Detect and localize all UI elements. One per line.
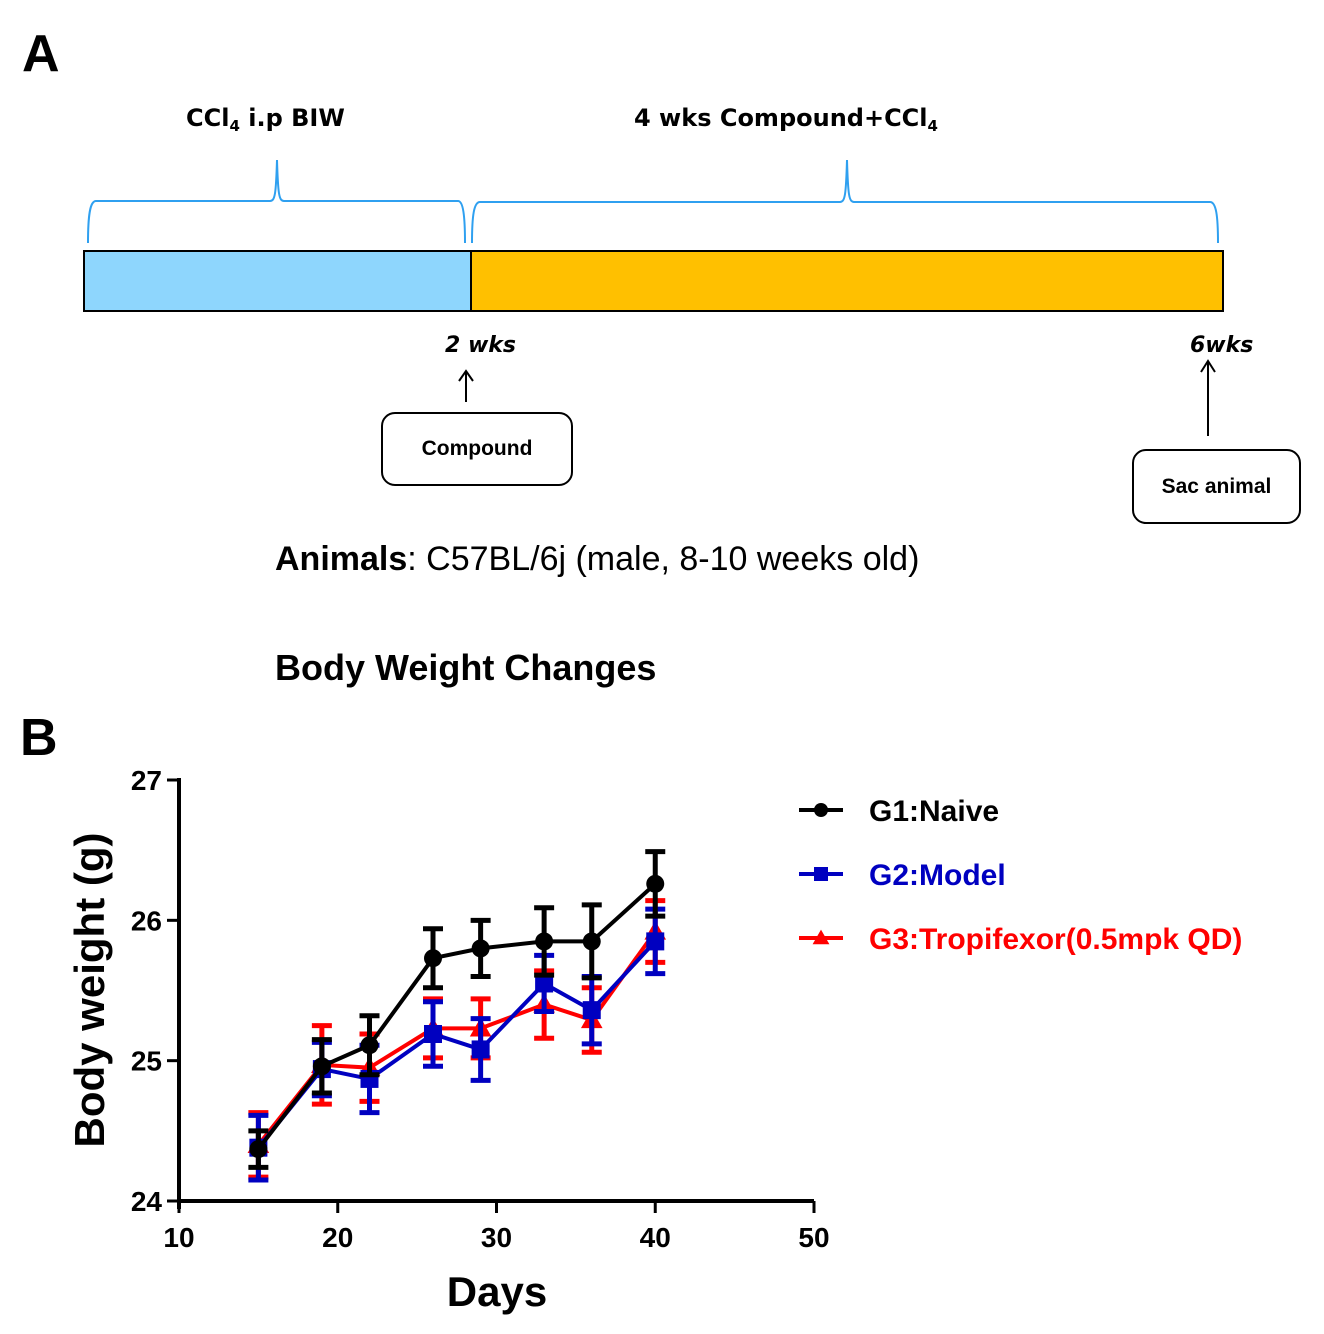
marker-6wks-label: 6wks (1190, 333, 1254, 358)
x-tick-label: 50 (798, 1222, 829, 1253)
animals-info-text: : C57BL/6j (male, 8-10 weeks old) (407, 540, 920, 578)
legend-item: G1:Naive (799, 795, 999, 828)
legend-marker-triangle-icon (812, 929, 830, 945)
animals-info: Animals: C57BL/6j (male, 8-10 weeks old) (275, 540, 919, 579)
data-point (471, 1040, 490, 1059)
phase1-label-suffix: i.p BIW (239, 104, 345, 132)
legend-label: G1:Naive (869, 795, 999, 828)
series-g2 (248, 906, 666, 1183)
data-point (471, 939, 490, 958)
data-point (646, 932, 665, 951)
data-point (535, 974, 554, 993)
data-point (249, 1140, 268, 1159)
data-point (360, 1036, 379, 1055)
phase2-label-sub: 4 (927, 117, 938, 135)
phase2-label: 4 wks Compound+CCl4 (634, 104, 938, 135)
phase1-bracket (87, 159, 466, 244)
y-tick-label: 25 (131, 1046, 162, 1077)
series-g1 (248, 849, 666, 1170)
y-tick-label: 24 (131, 1186, 163, 1217)
data-point (424, 1025, 442, 1044)
compound-box-label: Compound (421, 437, 533, 460)
legend-marker-circle-icon (814, 803, 828, 817)
panel-a-label: A (22, 25, 60, 83)
phase2-bracket (471, 159, 1219, 244)
marker-2wks-label: 2 wks (445, 333, 517, 358)
x-tick-label: 40 (640, 1222, 671, 1253)
arrow-up-icon (1200, 359, 1216, 436)
phase1-label: CCl4 i.p BIW (186, 104, 345, 135)
data-point (424, 949, 442, 968)
legend-item: G3:Tropifexor(0.5mpk QD) (799, 923, 1242, 956)
x-tick-label: 10 (163, 1222, 194, 1253)
sac-animal-box-label: Sac animal (1161, 474, 1272, 498)
data-point (312, 1057, 331, 1076)
data-point (646, 874, 665, 893)
legend-label: G2:Model (869, 859, 1006, 892)
phase1-label-sub: 4 (229, 117, 240, 135)
legend-item: G2:Model (799, 859, 1006, 892)
arrow-up-icon (458, 369, 474, 402)
legend-marker-square-icon (814, 867, 828, 881)
phase1-bar (83, 250, 472, 312)
phase2-bar (470, 250, 1224, 312)
y-axis-label: Body weight (g) (66, 833, 113, 1148)
legend-label: G3:Tropifexor(0.5mpk QD) (869, 923, 1242, 956)
chart-title: Body Weight Changes (275, 647, 657, 688)
series-g3 (247, 898, 667, 1180)
data-point (582, 932, 601, 951)
phase1-label-text: CCl (186, 104, 230, 132)
sac-animal-box: Sac animal (1132, 449, 1301, 524)
animals-info-bold: Animals (275, 540, 408, 578)
x-tick-label: 30 (481, 1222, 512, 1253)
y-tick-label: 27 (131, 765, 162, 796)
data-point (535, 932, 554, 951)
data-point (582, 1001, 601, 1020)
phase2-label-text: 4 wks Compound+CCl (634, 104, 928, 132)
panel-b-label: B (20, 709, 58, 767)
body-weight-chart: 10 20 30 40 50 24 25 26 27 G1:Naive G2:Model G3:Tr… (66, 765, 1242, 1315)
compound-box: Compound (381, 412, 573, 486)
x-axis-label: Days (447, 1268, 547, 1315)
y-tick-label: 26 (131, 905, 162, 936)
x-tick-label: 20 (322, 1222, 353, 1253)
timeline-diagram (83, 159, 1224, 436)
